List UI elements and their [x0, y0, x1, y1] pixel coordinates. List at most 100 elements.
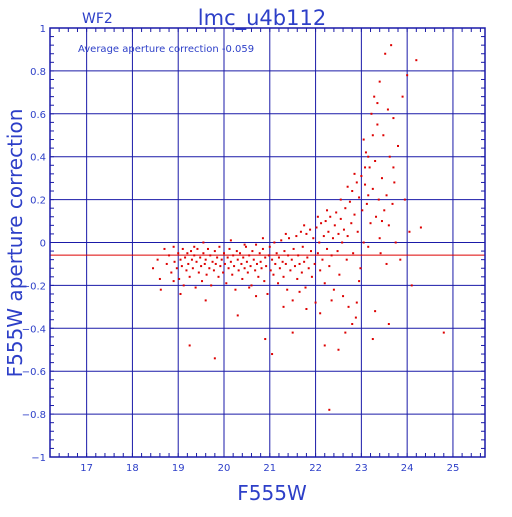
data-point — [367, 155, 370, 158]
data-point — [265, 265, 268, 268]
data-point — [194, 286, 197, 289]
data-point — [327, 230, 330, 233]
data-point — [231, 273, 234, 276]
data-point — [298, 262, 301, 265]
data-point — [306, 256, 309, 259]
data-point — [380, 220, 383, 223]
chart-title: lmc_u4b112 — [198, 6, 326, 31]
data-point — [371, 134, 374, 137]
data-point — [326, 247, 329, 250]
data-point — [310, 250, 312, 253]
data-point — [338, 273, 341, 276]
data-point — [370, 112, 373, 115]
data-point — [328, 408, 331, 411]
data-point — [301, 245, 304, 248]
data-point — [323, 344, 326, 347]
data-point — [211, 260, 214, 263]
data-point — [393, 181, 396, 184]
data-point — [203, 262, 206, 265]
data-point — [397, 144, 399, 147]
data-point — [204, 299, 207, 302]
x-tick-label: 25 — [447, 463, 460, 474]
data-point — [341, 241, 344, 244]
data-point — [371, 187, 374, 190]
data-point — [332, 288, 335, 291]
data-point — [309, 228, 312, 231]
data-point — [319, 312, 322, 315]
data-point — [264, 338, 267, 341]
data-point — [336, 250, 339, 253]
x-tick-label: 17 — [80, 463, 93, 474]
data-point — [362, 241, 365, 244]
data-point — [379, 252, 382, 255]
data-point — [156, 258, 159, 261]
x-tick-label: 22 — [309, 463, 322, 474]
data-point — [387, 224, 390, 227]
data-point — [350, 222, 353, 225]
data-point — [277, 256, 280, 259]
data-point — [374, 159, 377, 162]
data-point — [241, 277, 244, 280]
data-point — [282, 305, 285, 308]
data-point — [184, 256, 187, 259]
data-point — [375, 215, 378, 218]
y-tick-label: −0.8 — [22, 410, 46, 421]
data-point — [170, 271, 173, 274]
data-point — [229, 260, 232, 263]
data-point — [388, 155, 391, 158]
data-point — [369, 222, 372, 225]
data-point — [354, 316, 357, 319]
x-tick-label: 18 — [126, 463, 139, 474]
data-point — [223, 252, 225, 255]
data-point — [193, 245, 196, 248]
data-point — [300, 271, 303, 274]
data-points — [152, 44, 445, 411]
data-point — [275, 252, 278, 255]
data-point — [235, 250, 238, 253]
data-point — [303, 260, 306, 263]
data-point — [291, 299, 294, 302]
data-point — [380, 177, 383, 180]
data-point — [254, 269, 257, 272]
data-point — [320, 222, 323, 225]
data-point — [263, 280, 266, 283]
data-point — [364, 166, 367, 169]
data-point — [179, 258, 182, 261]
corner-label: WF2 — [82, 11, 113, 27]
data-point — [202, 252, 205, 255]
data-point — [181, 247, 184, 250]
data-point — [288, 237, 291, 240]
data-point — [358, 196, 361, 199]
data-point — [355, 301, 358, 304]
data-point — [353, 213, 356, 216]
data-point — [172, 280, 175, 283]
data-point — [368, 166, 371, 169]
data-point — [403, 198, 406, 201]
x-tick-label: 24 — [401, 463, 414, 474]
y-tick-label: −0.6 — [22, 367, 46, 378]
data-point — [376, 123, 379, 126]
data-point — [406, 74, 409, 77]
data-point — [227, 267, 230, 270]
data-point — [172, 245, 175, 248]
data-point — [236, 258, 239, 261]
data-point — [361, 209, 364, 212]
data-point — [373, 95, 376, 98]
data-point — [188, 344, 191, 347]
data-point — [259, 260, 262, 263]
data-point — [344, 331, 347, 334]
data-point — [200, 265, 203, 268]
data-point — [293, 265, 296, 268]
data-point — [185, 269, 188, 272]
x-tick-label: 19 — [172, 463, 185, 474]
data-point — [310, 275, 313, 278]
data-point — [269, 269, 272, 272]
data-point — [260, 267, 263, 270]
data-point — [223, 262, 226, 265]
data-point — [201, 280, 204, 283]
data-point — [222, 271, 225, 274]
data-point — [346, 185, 349, 188]
data-point — [339, 217, 342, 220]
data-point — [273, 241, 276, 244]
